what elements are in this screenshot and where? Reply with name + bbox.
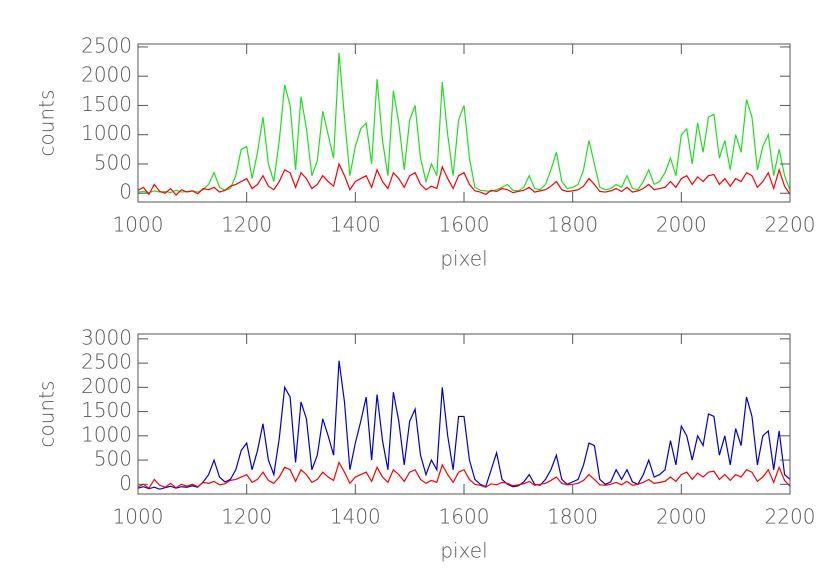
- x-tick-label: 2200: [765, 213, 816, 237]
- data-line: [138, 162, 790, 196]
- x-tick-label: 1000: [113, 505, 164, 529]
- x-tick-label: 1200: [221, 213, 272, 237]
- y-tick-label: 2500: [81, 33, 132, 57]
- y-tick-label: 2000: [81, 63, 132, 87]
- x-tick-label: 1600: [439, 505, 490, 529]
- x-tick-label: 2200: [765, 505, 816, 529]
- y-tick-label: 1500: [81, 92, 132, 116]
- y-tick-label: 0: [119, 471, 132, 495]
- y-tick-label: 1000: [81, 121, 132, 145]
- data-line: [138, 460, 790, 490]
- y-tick-label: 3000: [81, 325, 132, 349]
- x-tick-label: 1800: [547, 213, 598, 237]
- data-line: [138, 52, 790, 194]
- data-line: [138, 360, 790, 490]
- x-axis-label: pixel: [440, 247, 487, 271]
- y-tick-label: 500: [94, 447, 132, 471]
- plot-frame: [137, 43, 791, 203]
- y-tick-label: 1000: [81, 422, 132, 446]
- y-tick-label: 1500: [81, 398, 132, 422]
- y-tick-label: 2500: [81, 350, 132, 374]
- x-tick-label: 2000: [656, 505, 707, 529]
- x-tick-label: 1400: [330, 213, 381, 237]
- y-tick-label: 2000: [81, 374, 132, 398]
- y-axis-label: counts: [35, 381, 59, 448]
- x-tick-label: 1400: [330, 505, 381, 529]
- x-tick-label: 1600: [439, 213, 490, 237]
- y-axis-label: counts: [35, 90, 59, 157]
- x-tick-label: 1800: [547, 505, 598, 529]
- x-tick-label: 1000: [113, 213, 164, 237]
- x-tick-label: 1200: [221, 505, 272, 529]
- y-tick-label: 0: [119, 180, 132, 204]
- x-tick-label: 2000: [656, 213, 707, 237]
- x-axis-label: pixel: [440, 539, 487, 563]
- y-tick-label: 500: [94, 150, 132, 174]
